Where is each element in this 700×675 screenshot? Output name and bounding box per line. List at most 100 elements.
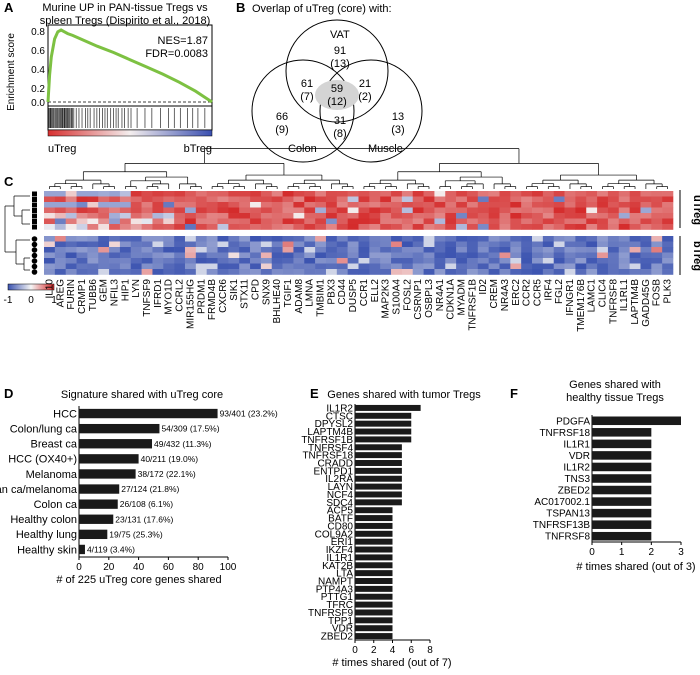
heatmap-cell <box>174 241 186 248</box>
gene-label: CCR2 <box>522 279 533 307</box>
heatmap-cell <box>293 236 305 242</box>
heatmap-cell <box>260 196 273 203</box>
heatmap-cell <box>260 202 273 208</box>
heatmap-cell <box>206 258 218 264</box>
heatmap-cell <box>282 202 294 208</box>
heatmap-cell <box>130 207 142 214</box>
x-tick-label: 1 <box>619 547 625 558</box>
heatmap-cell <box>521 258 533 264</box>
heatmap-cell <box>662 269 674 275</box>
heatmap-cell <box>521 252 533 259</box>
heatmap-cell <box>466 196 479 203</box>
heatmap-cell <box>607 202 620 208</box>
heatmap-cell <box>532 224 544 230</box>
heatmap-cell <box>564 252 576 259</box>
heatmap-cell <box>304 263 316 270</box>
bar <box>355 578 393 584</box>
bar-category-label: TFRC <box>326 600 353 611</box>
heatmap-cell <box>44 207 56 214</box>
heatmap-cell <box>575 224 587 230</box>
heatmap-cell <box>195 236 207 242</box>
heatmap-cell <box>228 213 240 219</box>
heatmap-cell <box>401 202 414 208</box>
heatmap-cell <box>597 247 609 253</box>
heatmap-cell <box>250 252 262 259</box>
heatmap-cell <box>586 191 598 197</box>
panel-f-bar-chart: PDGFATNFRSF18IL1R1VDRIL1R2TNS3ZBED2AC017… <box>533 415 684 558</box>
x-tick-label: 40 <box>133 562 145 573</box>
heatmap-cell <box>499 218 511 225</box>
heatmap-cell <box>553 224 565 230</box>
heatmap-cells <box>44 191 674 275</box>
heatmap-cell <box>260 269 273 275</box>
heatmap-cell <box>336 202 348 208</box>
heatmap-cell <box>521 191 533 197</box>
heatmap-cell <box>98 263 110 270</box>
heatmap-cell <box>651 196 663 203</box>
heatmap-cell <box>521 196 533 203</box>
heatmap-cell <box>662 247 674 253</box>
heatmap-cell <box>445 196 457 203</box>
heatmap-cell <box>358 202 370 208</box>
bar <box>355 570 393 577</box>
heatmap-cell <box>250 247 262 253</box>
heatmap-cell <box>401 263 414 270</box>
heatmap-cell <box>119 224 132 230</box>
heatmap-cell <box>434 196 446 203</box>
bar-category-label: TNFRSF4 <box>308 443 353 454</box>
heatmap-cell <box>141 202 153 208</box>
heatmap-cell <box>109 218 121 225</box>
heatmap-cell <box>260 263 273 270</box>
heatmap-cell <box>477 236 489 242</box>
x-tick-label: 4 <box>390 645 396 656</box>
heatmap-cell <box>98 247 110 253</box>
heatmap-cell <box>640 207 652 214</box>
heatmap-cell <box>130 196 142 203</box>
heatmap-cell <box>184 263 197 270</box>
heatmap-cell <box>282 218 294 225</box>
heatmap-cell <box>325 241 338 248</box>
heatmap-cell <box>152 218 164 225</box>
heatmap-cell <box>347 247 359 253</box>
heatmap-cell <box>445 236 457 242</box>
legend-tick-max: 1 <box>51 295 57 306</box>
heatmap-cell <box>369 247 381 253</box>
heatmap-cell <box>542 218 555 225</box>
bar-category-label: LTA <box>336 569 353 580</box>
bar-category-label: SDC4 <box>326 498 353 509</box>
heatmap-cell <box>564 207 576 214</box>
heatmap-cell <box>304 196 316 203</box>
heatmap-cell <box>152 224 164 230</box>
heatmap-cell <box>141 269 153 275</box>
gene-label: LYN <box>131 279 142 298</box>
heatmap-cell <box>336 207 348 214</box>
heatmap-cell <box>499 263 511 270</box>
heatmap-cell <box>141 258 153 264</box>
bar-category-label: PDGFA <box>556 416 590 427</box>
legend-tick-mid: 0 <box>28 295 34 306</box>
heatmap-cell <box>629 236 641 242</box>
heatmap-cell <box>304 252 316 259</box>
panel-letter-e: E <box>310 386 319 401</box>
heatmap-cell <box>325 236 338 242</box>
heatmap-cell <box>488 196 500 203</box>
heatmap-cell <box>325 196 338 203</box>
heatmap-cell <box>217 258 229 264</box>
heatmap-cell <box>130 263 142 270</box>
heatmap-cell <box>477 241 489 248</box>
bar <box>592 497 652 506</box>
heatmap-cell <box>195 247 207 253</box>
heatmap-cell <box>434 263 446 270</box>
heatmap-cell <box>423 241 435 248</box>
gene-label: TGIF1 <box>283 279 294 308</box>
heatmap-cell <box>391 252 403 259</box>
heatmap-cell <box>532 213 544 219</box>
heatmap-cell <box>564 236 576 242</box>
heatmap-cell <box>130 218 142 225</box>
heatmap-cell <box>640 196 652 203</box>
bar <box>592 451 652 460</box>
panel-a-rank-bar <box>47 129 213 137</box>
heatmap-cell <box>152 202 164 208</box>
heatmap-cell <box>369 263 381 270</box>
heatmap-cell <box>380 269 392 275</box>
